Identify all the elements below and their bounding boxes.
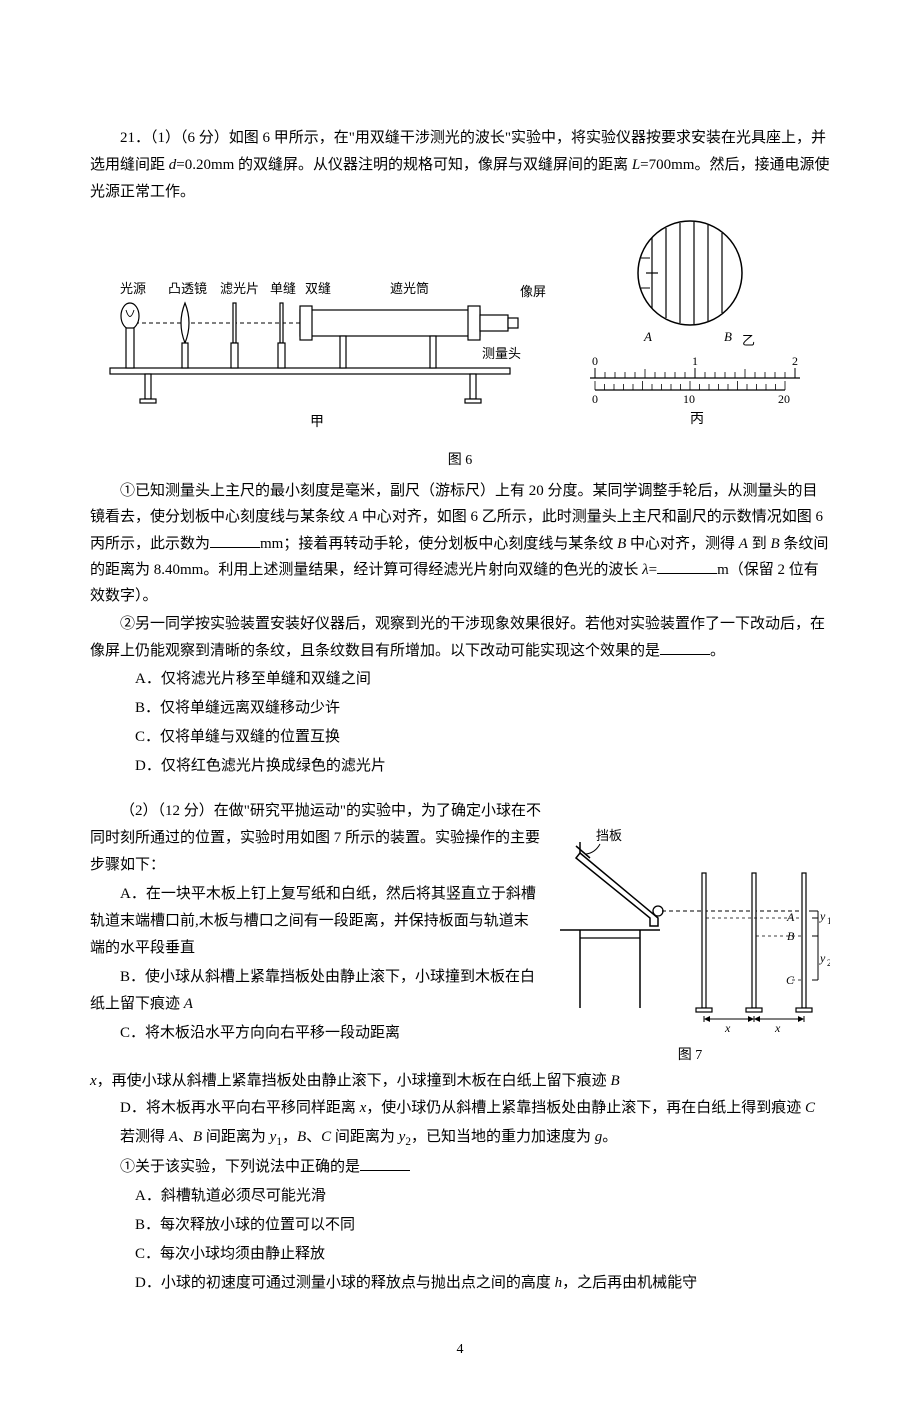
p1-A2: A: [739, 536, 748, 552]
label-bing: 丙: [690, 412, 704, 427]
opt2-D: D．小球的初速度可通过测量小球的释放点与抛出点之间的高度 h，之后再由机械能守: [135, 1270, 830, 1297]
step-C-2: ，再使小球从斜槽上紧靠挡板处由静止滚下，小球撞到木板在白纸上留下痕迹: [97, 1073, 611, 1089]
opt2-B: B．每次释放小球的位置可以不同: [135, 1212, 830, 1239]
m5: ，已知当地的重力加速度为: [411, 1129, 595, 1145]
svg-text:2: 2: [827, 958, 830, 968]
m4: 间距离为: [331, 1129, 399, 1145]
label-double: 双缝: [305, 281, 331, 296]
blank-choice2[interactable]: [360, 1156, 410, 1171]
m1: 若测得: [120, 1129, 169, 1145]
p1-7: =: [649, 562, 657, 578]
p2-2: 。: [710, 643, 725, 659]
svg-text:A: A: [786, 910, 795, 924]
label-yi: 乙: [742, 333, 755, 348]
step-C-1: C．将木板沿水平方向向右平移一段动距离: [120, 1025, 400, 1041]
fig6-caption: 图 6: [90, 448, 830, 473]
m3: ，: [282, 1129, 297, 1145]
svg-text:1: 1: [827, 916, 830, 926]
svg-text:x: x: [774, 1021, 781, 1033]
fig7-dangban: 挡板: [596, 828, 622, 843]
q21-p1: ①已知测量头上主尺的最小刻度是毫米，副尺（游标尺）上有 20 分度。某同学调整手…: [90, 478, 830, 609]
p1-3: mm；接着再转动手轮，使分划板中心刻度线与某条纹: [260, 536, 617, 552]
opt2-C: C．每次小球均须由静止释放: [135, 1241, 830, 1268]
label-light: 光源: [120, 281, 146, 296]
svg-text:x: x: [724, 1021, 731, 1033]
step-C-B: B: [610, 1073, 619, 1089]
opt1-B: B．仅将单缝远离双缝移动少许: [135, 695, 830, 722]
label-convex: 凸透镜: [168, 281, 207, 296]
measure-line: 若测得 A、B 间距离为 y1，B、C 间距离为 y2，已知当地的重力加速度为 …: [90, 1124, 830, 1152]
svg-text:y: y: [819, 951, 826, 965]
figure-6: 光源 凸透镜 滤光片 单缝 双缝 遮光筒 像屏 测量头 甲: [90, 218, 830, 473]
q21-part1-intro-row: 21．（1）（6 分）如图 6 甲所示，在"用双缝干涉测光的波长"实验中，将实验…: [90, 125, 830, 208]
label-filter: 滤光片: [220, 281, 259, 296]
blank-choice1[interactable]: [660, 640, 710, 655]
p1-5: 到: [748, 536, 771, 552]
step-B-1: B．使小球从斜槽上紧靠挡板处由静止滚下，小球撞到木板在白纸上留下痕迹: [90, 969, 535, 1012]
L-label: L: [632, 157, 640, 173]
opt2-D-h: h: [555, 1275, 563, 1291]
step-D-C: C: [805, 1100, 815, 1116]
svg-text:C: C: [786, 973, 795, 987]
step-C-cont: x，再使小球从斜槽上紧靠挡板处由静止滚下，小球撞到木板在白纸上留下痕迹 B: [90, 1068, 830, 1095]
q21-p2: ②另一同学按实验装置安装好仪器后，观察到光的干涉现象效果很好。若他对实验装置作了…: [90, 611, 830, 664]
opt2-D-1: D．小球的初速度可通过测量小球的释放点与抛出点之间的高度: [135, 1275, 555, 1291]
opt1-A: A．仅将滤光片移至单缝和双缝之间: [135, 666, 830, 693]
part2-intro: （2）（12 分）在做"研究平抛运动"的实验中，为了确定小球在不同时刻所通过的位…: [90, 798, 542, 879]
svg-text:2: 2: [792, 354, 798, 368]
opt1-D: D．仅将红色滤光片换成绿色的滤光片: [135, 753, 830, 780]
svg-text:0: 0: [592, 392, 598, 406]
svg-text:y: y: [819, 909, 826, 923]
label-jia: 甲: [310, 415, 324, 430]
opt2-D-2: ，之后再由机械能守: [562, 1275, 697, 1291]
step-D-2: ，使小球仍从斜槽上紧靠挡板处由静止滚下，再在白纸上得到痕迹: [366, 1100, 805, 1116]
svg-text:10: 10: [683, 392, 695, 406]
svg-text:20: 20: [778, 392, 790, 406]
opt2-A: A．斜槽轨道必须尽可能光滑: [135, 1183, 830, 1210]
label-single: 单缝: [270, 281, 296, 296]
step-D: D．将木板再水平向右平移同样距离 x，使小球仍从斜槽上紧靠挡板处由静止滚下，再在…: [90, 1095, 830, 1122]
step-A: A．在一块平木板上钉上复写纸和白纸，然后将其竖直立于斜槽轨道末端槽口前,木板与槽…: [90, 881, 542, 962]
step-B: B．使小球从斜槽上紧靠挡板处由静止滚下，小球撞到木板在白纸上留下痕迹 A: [90, 964, 542, 1018]
m-B2: B: [297, 1129, 306, 1145]
circle-B: B: [724, 329, 732, 344]
m2: 间距离为: [202, 1129, 270, 1145]
step-C-x: x: [90, 1073, 97, 1089]
label-tube: 遮光筒: [390, 281, 429, 296]
p1-B1: B: [617, 536, 626, 552]
q21-part1-intro: 21．（1）（6 分）如图 6 甲所示，在"用双缝干涉测光的波长"实验中，将实验…: [90, 125, 830, 206]
svg-text:B: B: [787, 929, 795, 943]
svg-text:1: 1: [692, 354, 698, 368]
m-A: A: [169, 1129, 178, 1145]
m6: 。: [602, 1129, 617, 1145]
p1-B2: B: [770, 536, 779, 552]
p1-4: 中心对齐，测得: [626, 536, 739, 552]
step-D-1: D．将木板再水平向右平移同样距离: [120, 1100, 360, 1116]
p1-A1: A: [349, 509, 358, 525]
step-B-A: A: [184, 996, 193, 1012]
fig7-caption: 图 7: [550, 1043, 830, 1068]
blank-lambda[interactable]: [657, 559, 717, 574]
q-sub: ①关于该实验，下列说法中正确的是: [90, 1154, 830, 1181]
svg-text:0: 0: [592, 354, 598, 368]
m-C: C: [321, 1129, 331, 1145]
d-val: =0.20mm 的双缝屏。从仪器注明的规格可知，像屏与双缝屏间的距离: [176, 157, 632, 173]
circle-A: A: [643, 329, 652, 344]
blank-reading[interactable]: [210, 533, 260, 548]
step-C-part1: C．将木板沿水平方向向右平移一段动距离: [90, 1020, 542, 1047]
m-B: B: [193, 1129, 202, 1145]
page-number: 4: [90, 1337, 830, 1362]
figure-7: 挡板 A B C: [550, 798, 830, 1068]
label-head: 测量头: [482, 346, 521, 361]
q-sub-text: ①关于该实验，下列说法中正确的是: [120, 1159, 360, 1175]
opt1-C: C．仅将单缝与双缝的位置互换: [135, 724, 830, 751]
label-screen: 像屏: [520, 284, 546, 299]
